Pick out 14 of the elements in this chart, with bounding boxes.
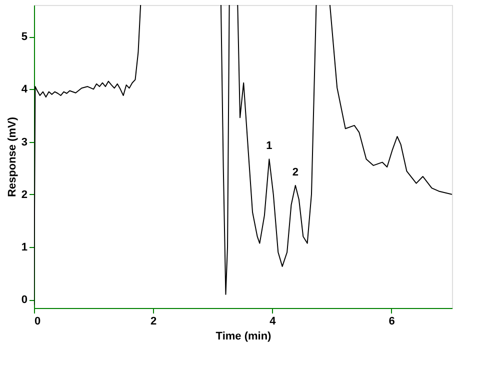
x-tick-label: 2 — [150, 316, 157, 328]
annotation: 1 — [266, 140, 272, 152]
x-axis-title: Time (min) — [216, 330, 272, 342]
y-axis-title: Response (mV) — [6, 116, 18, 198]
y-tick-label: 4 — [21, 84, 28, 96]
y-tick-label: 1 — [21, 241, 28, 254]
y-tick-label: 0 — [21, 294, 28, 306]
x-tick-label: 6 — [388, 316, 395, 328]
x-tick-label: 4 — [270, 316, 277, 328]
annotation: 2 — [292, 166, 298, 178]
y-tick-label: 5 — [21, 31, 28, 44]
y-tick-label: 2 — [21, 188, 28, 201]
y-tick-label: 3 — [21, 136, 28, 148]
x-tick-label: 0 — [34, 316, 41, 328]
